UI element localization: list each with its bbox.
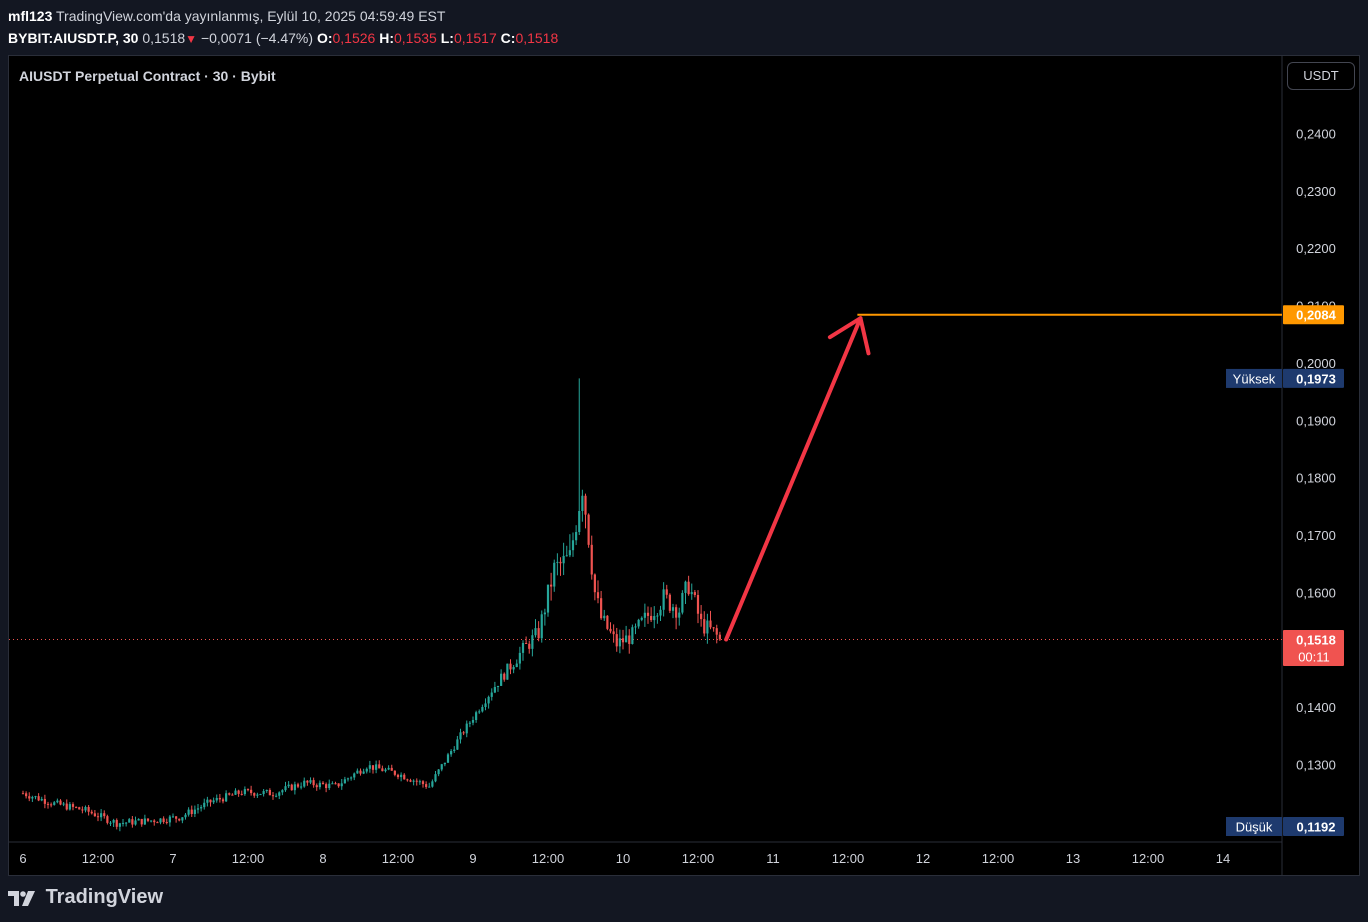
currency-button[interactable]: USDT bbox=[1287, 62, 1355, 90]
low-value: 0,1517 bbox=[453, 30, 497, 46]
tradingview-logo[interactable]: TradingView bbox=[8, 886, 163, 909]
tradingview-logo-icon bbox=[8, 890, 35, 906]
brand-text: TradingView bbox=[45, 886, 164, 908]
high-key: H: bbox=[379, 30, 394, 46]
publish-text: TradingView.com'da yayınlanmış, Eylül 10… bbox=[56, 8, 446, 24]
author-name[interactable]: mfl123 bbox=[8, 8, 53, 24]
change-label: −0,0071 (−4.47%) bbox=[200, 30, 314, 46]
down-triangle-icon: ▼ bbox=[185, 32, 198, 46]
chart-legend[interactable]: AIUSDT Perpetual Contract · 30 · Bybit bbox=[19, 68, 276, 84]
open-key: O: bbox=[316, 30, 333, 46]
close-value: 0,1518 bbox=[515, 30, 559, 46]
close-key: C: bbox=[500, 30, 516, 46]
high-value: 0,1535 bbox=[394, 30, 437, 46]
last-price-label: 0,1518 bbox=[142, 30, 186, 46]
symbol-label[interactable]: BYBIT:AIUSDT.P, 30 bbox=[8, 30, 139, 46]
low-key: L: bbox=[440, 30, 454, 46]
chart-pane[interactable] bbox=[8, 55, 1360, 876]
ohlc-header: BYBIT:AIUSDT.P, 30 0,1518▼ −0,0071 (−4.4… bbox=[8, 30, 558, 46]
open-value: 0,1526 bbox=[332, 30, 376, 46]
publish-info: mfl123 TradingView.com'da yayınlanmış, E… bbox=[8, 8, 445, 24]
